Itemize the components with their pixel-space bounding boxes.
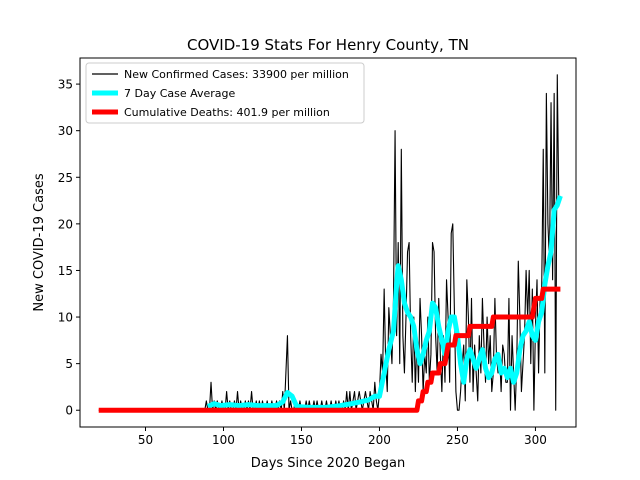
seven-day-average-line: [206, 195, 563, 410]
x-tick-label: 50: [138, 433, 153, 447]
y-tick-label: 15: [58, 264, 73, 278]
chart-title: COVID-19 Stats For Henry County, TN: [187, 36, 469, 54]
y-tick-label: 20: [58, 217, 73, 231]
y-tick-label: 5: [65, 357, 73, 371]
seven-day-average-series: [206, 195, 563, 410]
x-tick-label: 150: [290, 433, 313, 447]
legend-label-7day-average: 7 Day Case Average: [124, 87, 236, 100]
y-tick-label: 10: [58, 311, 73, 325]
x-tick-label: 250: [446, 433, 469, 447]
y-tick-label: 25: [58, 171, 73, 185]
legend-label-new-cases: New Confirmed Cases: 33900 per million: [124, 68, 349, 81]
y-tick-label: 30: [58, 124, 73, 138]
y-tick-label: 0: [65, 404, 73, 418]
plot-frame: [79, 57, 577, 428]
x-tick-label: 100: [212, 433, 235, 447]
new-cases-series: [98, 74, 561, 411]
y-axis: 0 5 10 15 20 25 30 35: [58, 78, 80, 418]
legend-box: [85, 62, 365, 124]
legend-label-cumulative-deaths: Cumulative Deaths: 401.9 per million: [124, 106, 330, 119]
series-layer: [98, 74, 563, 413]
new-cases-line: [98, 74, 561, 411]
x-tick-label: 200: [368, 433, 391, 447]
y-tick-label: 35: [58, 78, 73, 92]
x-axis-label: Days Since 2020 Began: [251, 456, 406, 471]
x-tick-label: 300: [524, 433, 547, 447]
cumulative-deaths-series: [98, 286, 561, 413]
x-axis: 50 100 150 200 250 300: [138, 427, 547, 447]
y-axis-label: New COVID-19 Cases: [32, 173, 47, 311]
legend: New Confirmed Cases: 33900 per million 7…: [85, 62, 365, 124]
cumulative-deaths-line: [98, 286, 561, 413]
